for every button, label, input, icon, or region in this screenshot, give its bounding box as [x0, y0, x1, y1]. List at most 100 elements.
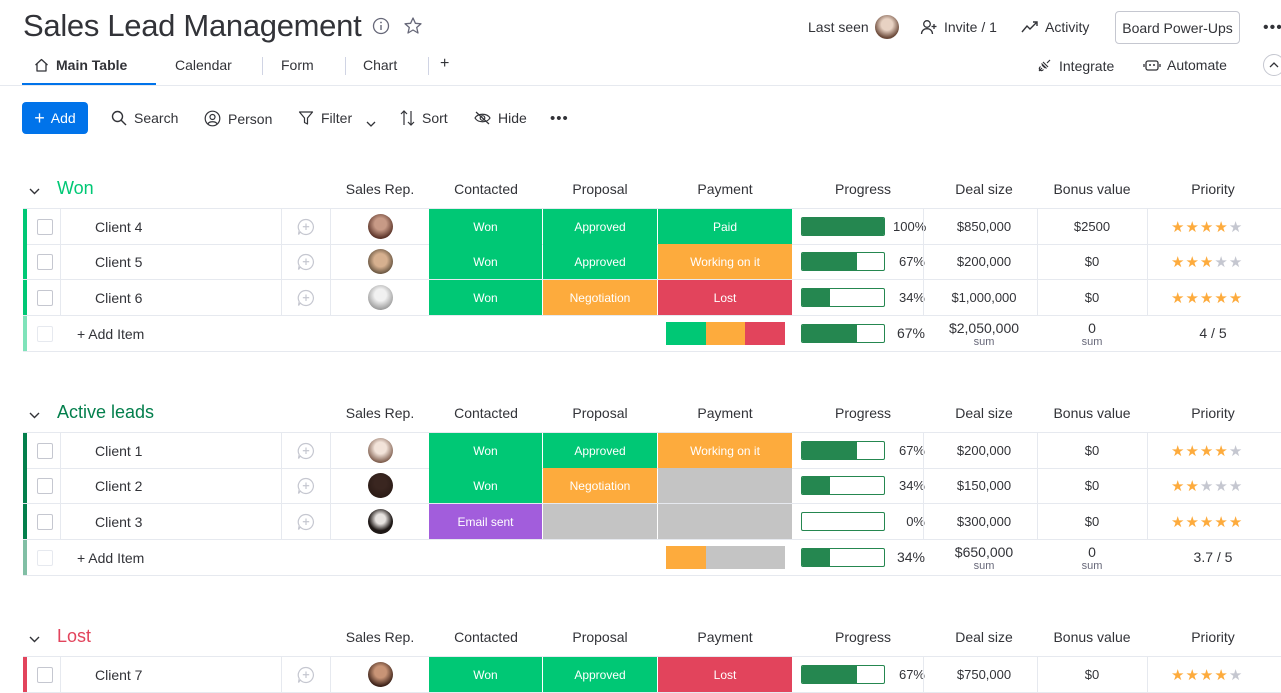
- payment-status[interactable]: Working on it: [658, 244, 792, 279]
- bonus-value[interactable]: $0: [1084, 478, 1100, 493]
- row-checkbox[interactable]: [37, 254, 53, 270]
- star-icon[interactable]: ★: [1171, 443, 1186, 460]
- add-update-chat-icon[interactable]: [297, 442, 315, 460]
- priority-rating[interactable]: ★★★★★: [1171, 289, 1243, 307]
- proposal-status[interactable]: Negotiation: [543, 468, 657, 503]
- contacted-status[interactable]: Won: [429, 244, 542, 279]
- column-header[interactable]: Progress: [834, 629, 892, 645]
- proposal-status[interactable]: Approved: [543, 209, 657, 244]
- invite-button[interactable]: Invite / 1: [920, 19, 997, 35]
- group-collapse-chevron-icon[interactable]: [29, 630, 40, 648]
- sort-button[interactable]: Sort: [400, 110, 448, 126]
- add-view-button[interactable]: +: [440, 55, 450, 72]
- proposal-status[interactable]: [543, 504, 657, 539]
- board-title[interactable]: Sales Lead Management: [23, 8, 362, 43]
- hide-button[interactable]: Hide: [474, 110, 527, 126]
- column-header[interactable]: Deal size: [955, 181, 1013, 197]
- table-row[interactable]: Client 3 Email sent 0% $300,000 $0 ★★★★★: [23, 504, 1281, 540]
- contacted-status[interactable]: Won: [429, 280, 542, 315]
- table-row[interactable]: Client 2 Won Negotiation 34% $150,000 $0 ★★★★★: [23, 468, 1281, 504]
- item-name[interactable]: Client 3: [95, 514, 143, 530]
- bonus-value[interactable]: $0: [1084, 290, 1100, 305]
- star-icon[interactable]: ★: [1185, 443, 1200, 460]
- collapse-header-button[interactable]: [1263, 54, 1281, 76]
- info-icon[interactable]: [372, 17, 390, 35]
- star-icon[interactable]: ★: [1185, 667, 1200, 684]
- deal-size[interactable]: $1,000,000: [951, 290, 1017, 305]
- column-header[interactable]: Deal size: [955, 405, 1013, 421]
- column-header[interactable]: Contacted: [454, 629, 518, 645]
- column-header[interactable]: Contacted: [454, 405, 518, 421]
- proposal-status[interactable]: Approved: [543, 657, 657, 692]
- contacted-status[interactable]: Won: [429, 657, 542, 692]
- toolbar-more-button[interactable]: •••: [550, 110, 569, 127]
- deal-size[interactable]: $300,000: [956, 514, 1012, 529]
- bonus-value[interactable]: $0: [1084, 254, 1100, 269]
- deal-size[interactable]: $750,000: [956, 667, 1012, 682]
- priority-rating[interactable]: ★★★★★: [1171, 442, 1243, 460]
- row-checkbox[interactable]: [37, 514, 53, 530]
- tab-form[interactable]: Form: [281, 57, 314, 73]
- star-icon[interactable]: ★: [1228, 219, 1244, 236]
- activity-button[interactable]: Activity: [1021, 19, 1089, 35]
- add-item-button[interactable]: + Add: [22, 102, 88, 134]
- star-icon[interactable]: ★: [1171, 219, 1186, 236]
- priority-rating[interactable]: ★★★★★: [1171, 666, 1243, 684]
- star-icon[interactable]: ★: [1228, 290, 1244, 307]
- star-icon[interactable]: ★: [1214, 219, 1229, 236]
- add-update-chat-icon[interactable]: [297, 477, 315, 495]
- row-checkbox[interactable]: [37, 667, 53, 683]
- avatar[interactable]: [368, 285, 393, 310]
- proposal-status[interactable]: Negotiation: [543, 280, 657, 315]
- deal-size[interactable]: $200,000: [956, 254, 1012, 269]
- avatar[interactable]: [368, 662, 393, 687]
- proposal-status[interactable]: Approved: [543, 244, 657, 279]
- column-header[interactable]: Contacted: [454, 181, 518, 197]
- star-icon[interactable]: ★: [1199, 443, 1215, 460]
- column-header[interactable]: Priority: [1191, 181, 1235, 197]
- column-header[interactable]: Sales Rep.: [345, 181, 415, 197]
- priority-rating[interactable]: ★★★★★: [1171, 477, 1243, 495]
- add-update-chat-icon[interactable]: [297, 218, 315, 236]
- column-header[interactable]: Bonus value: [1053, 405, 1131, 421]
- last-seen[interactable]: Last seen: [808, 15, 899, 39]
- bonus-value[interactable]: $0: [1084, 514, 1100, 529]
- payment-status[interactable]: Lost: [658, 280, 792, 315]
- payment-status[interactable]: [658, 468, 792, 503]
- avatar[interactable]: [368, 249, 393, 274]
- column-header[interactable]: Sales Rep.: [345, 629, 415, 645]
- row-checkbox[interactable]: [37, 290, 53, 306]
- column-header[interactable]: Priority: [1191, 629, 1235, 645]
- filter-dropdown-button[interactable]: [366, 114, 376, 132]
- tab-chart[interactable]: Chart: [363, 57, 398, 73]
- star-icon[interactable]: ★: [1185, 290, 1200, 307]
- column-header[interactable]: Payment: [697, 629, 753, 645]
- add-update-chat-icon[interactable]: [297, 666, 315, 684]
- more-options-icon[interactable]: •••: [1263, 19, 1281, 36]
- group-title[interactable]: Won: [57, 178, 94, 198]
- item-name[interactable]: Client 4: [95, 219, 143, 235]
- star-icon[interactable]: ★: [1214, 667, 1229, 684]
- row-checkbox[interactable]: [37, 326, 53, 342]
- column-header[interactable]: Sales Rep.: [345, 405, 415, 421]
- add-update-chat-icon[interactable]: [297, 513, 315, 531]
- item-name[interactable]: Client 6: [95, 290, 143, 306]
- star-icon[interactable]: ★: [1171, 514, 1186, 531]
- star-icon[interactable]: ★: [1214, 254, 1229, 271]
- bonus-value[interactable]: $0: [1084, 443, 1100, 458]
- star-icon[interactable]: ★: [1214, 443, 1229, 460]
- column-header[interactable]: Progress: [834, 405, 892, 421]
- group-title[interactable]: Active leads: [57, 402, 155, 422]
- deal-size[interactable]: $200,000: [956, 443, 1012, 458]
- column-header[interactable]: Bonus value: [1053, 629, 1131, 645]
- star-icon[interactable]: ★: [1199, 254, 1215, 271]
- add-update-chat-icon[interactable]: [297, 289, 315, 307]
- add-item-input[interactable]: + Add Item: [77, 550, 145, 566]
- avatar[interactable]: [368, 473, 393, 498]
- star-icon[interactable]: ★: [1228, 667, 1244, 684]
- search-button[interactable]: Search: [111, 110, 178, 126]
- deal-size[interactable]: $150,000: [956, 478, 1012, 493]
- star-icon[interactable]: ★: [1228, 254, 1244, 271]
- person-filter-button[interactable]: Person: [204, 110, 272, 127]
- column-header[interactable]: Progress: [834, 181, 892, 197]
